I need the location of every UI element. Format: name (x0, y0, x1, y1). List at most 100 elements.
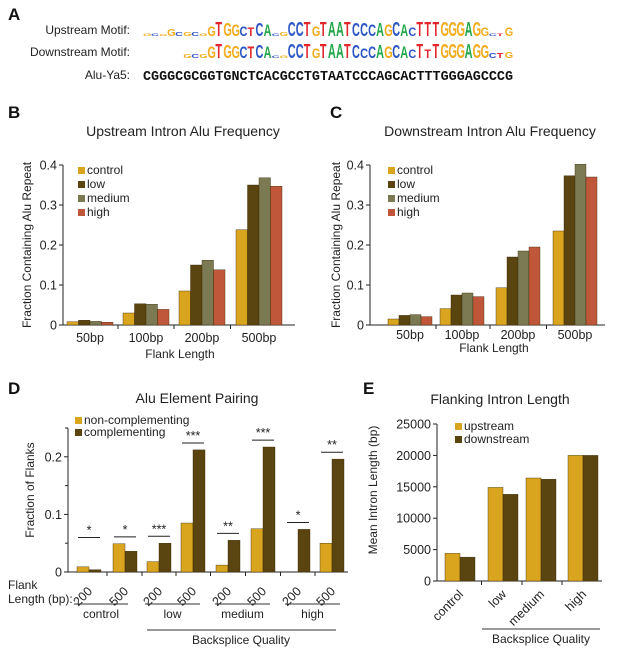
bar-medium-100bp (461, 292, 474, 326)
legend-label: downstream (464, 432, 529, 446)
logo-letter-G: G (207, 43, 215, 62)
y-tick-label: 0.3 (347, 199, 364, 213)
bar-downstream-low (502, 494, 519, 582)
bar-low-500bp (563, 175, 576, 326)
bar-non-complementing-200 (146, 561, 160, 573)
logo-letter-T: T (304, 41, 311, 63)
x-tick-label: low (486, 587, 510, 611)
bar-low-100bp (134, 303, 147, 326)
x-tick-label: control (430, 587, 466, 623)
y-tick-label: 0.4 (40, 159, 57, 173)
significance-stars: * (296, 508, 301, 522)
x-tick-label: high (563, 587, 590, 614)
legend-swatch (388, 209, 395, 216)
panel-label-c: C (330, 103, 342, 122)
group-label: medium (221, 607, 264, 621)
legend-label: low (87, 177, 105, 191)
logo-letter-C: C (191, 31, 199, 37)
y-tick-label: 0 (424, 575, 431, 589)
y-tick-label: 5000 (403, 543, 431, 557)
logo-letter-G: G (384, 21, 392, 40)
legend-label: non-complementing (84, 413, 189, 427)
bar-control-50bp (387, 318, 400, 326)
logo-letter-A: A (336, 41, 344, 63)
logo-letter-G: G (143, 33, 151, 37)
y-tick-label: 15000 (396, 480, 431, 494)
bar-high-500bp (585, 176, 598, 326)
x-tick-label: 50bp (76, 331, 104, 345)
logo-letter-T: T (215, 41, 222, 63)
significance-stars: ** (327, 438, 337, 452)
logo-letter-A: A (264, 21, 272, 40)
chart-d-alu-element-pairing: 0 0.1 0.2 200 500 200 500 200 500 200 500 non-compl… (45, 413, 348, 621)
chart-c-downstream-alu-frequency: 0 0.1 0.2 0.3 0.4 50bp 100bp 200bp 500bp controll… (347, 159, 605, 342)
logo-letter-C: C (360, 20, 368, 41)
legend-swatch (388, 195, 395, 202)
x-tick-label: 200 (140, 584, 165, 609)
bar-low-200bp (506, 256, 519, 326)
logo-letter-G: G (449, 41, 457, 63)
x-tick-label: 500 (313, 584, 338, 609)
logo-letter-T: T (424, 19, 431, 41)
chart-e-xlabel: Backsplice Quality (492, 632, 590, 646)
logo-letter-T: T (432, 19, 439, 41)
logo-letter-G: G (167, 27, 175, 39)
logo-letter-A: A (328, 19, 336, 41)
bar-control-50bp (66, 321, 79, 326)
y-tick-label: 0.1 (45, 508, 62, 522)
bar-medium-50bp (409, 314, 422, 326)
bar-high-100bp (472, 296, 485, 326)
legend-swatch (78, 209, 85, 216)
bar-high-200bp (213, 269, 226, 326)
logo-letter-G: G (440, 19, 448, 41)
x-tick-label: 50bp (396, 328, 424, 342)
bar-downstream-high (582, 455, 599, 582)
logo-letter-T: T (416, 41, 423, 63)
logo-letter-G: G (473, 19, 481, 41)
chart-b-ylabel: Fraction Containing Alu Repeat (20, 161, 34, 328)
logo-letter-T: T (497, 52, 504, 60)
logo-letter-G: G (312, 24, 321, 40)
logo-letter-C: C (352, 42, 360, 63)
logo-letter-C: C (296, 19, 304, 41)
logo-letter-A: A (376, 42, 384, 63)
group-label: high (301, 607, 324, 621)
x-tick-label: 500bp (242, 331, 277, 345)
bar-low-500bp (247, 184, 260, 326)
bar-upstream-high (567, 455, 584, 582)
logo-letter-A: A (465, 41, 473, 63)
bar-control-200bp (495, 287, 508, 326)
logo-letter-G: G (207, 24, 216, 40)
logo-letter-T: T (320, 19, 327, 41)
legend-label: medium (397, 191, 440, 205)
logo-letter-G: G (481, 27, 489, 40)
significance-stars: * (87, 523, 92, 537)
logo-letter-G: G (231, 44, 239, 63)
logo-letter-G: G (473, 41, 481, 63)
legend-label: high (87, 205, 110, 219)
logo-letter-C: C (191, 53, 199, 59)
logo-letter-G: G (231, 21, 239, 40)
logo-letter-G: G (280, 55, 288, 59)
logo-letter-C: C (408, 49, 416, 62)
logo-letter-G: G (223, 42, 231, 63)
significance-stars: *** (186, 429, 201, 443)
x-tick-label: 200bp (185, 331, 220, 345)
y-tick-label: 0.2 (40, 239, 57, 253)
legend-label: upstream (464, 419, 514, 433)
logo-letter-G: G (312, 46, 321, 62)
legend-label: control (87, 163, 123, 177)
y-tick-label: 20000 (396, 449, 431, 463)
downstream-motif-label: Downstream Motif: (30, 45, 130, 59)
y-tick-label: 0 (55, 566, 62, 580)
logo-letter-C: C (272, 55, 280, 59)
x-tick-label: 200 (279, 584, 304, 609)
y-tick-label: 0 (357, 319, 364, 333)
y-tick-label: 0.1 (347, 279, 364, 293)
bar-medium-500bp (574, 163, 587, 326)
logo-letter-C: C (288, 19, 296, 41)
legend-label: high (397, 205, 420, 219)
logo-letter-T: T (248, 27, 255, 40)
